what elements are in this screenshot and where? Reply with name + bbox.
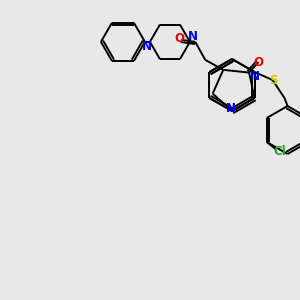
Text: O: O — [254, 56, 263, 69]
Text: N: N — [188, 30, 198, 44]
Text: Cl: Cl — [273, 145, 286, 158]
Text: N: N — [226, 101, 236, 115]
Text: S: S — [269, 74, 278, 86]
Text: N: N — [142, 40, 152, 53]
Text: O: O — [174, 32, 184, 45]
Text: N: N — [250, 70, 260, 83]
